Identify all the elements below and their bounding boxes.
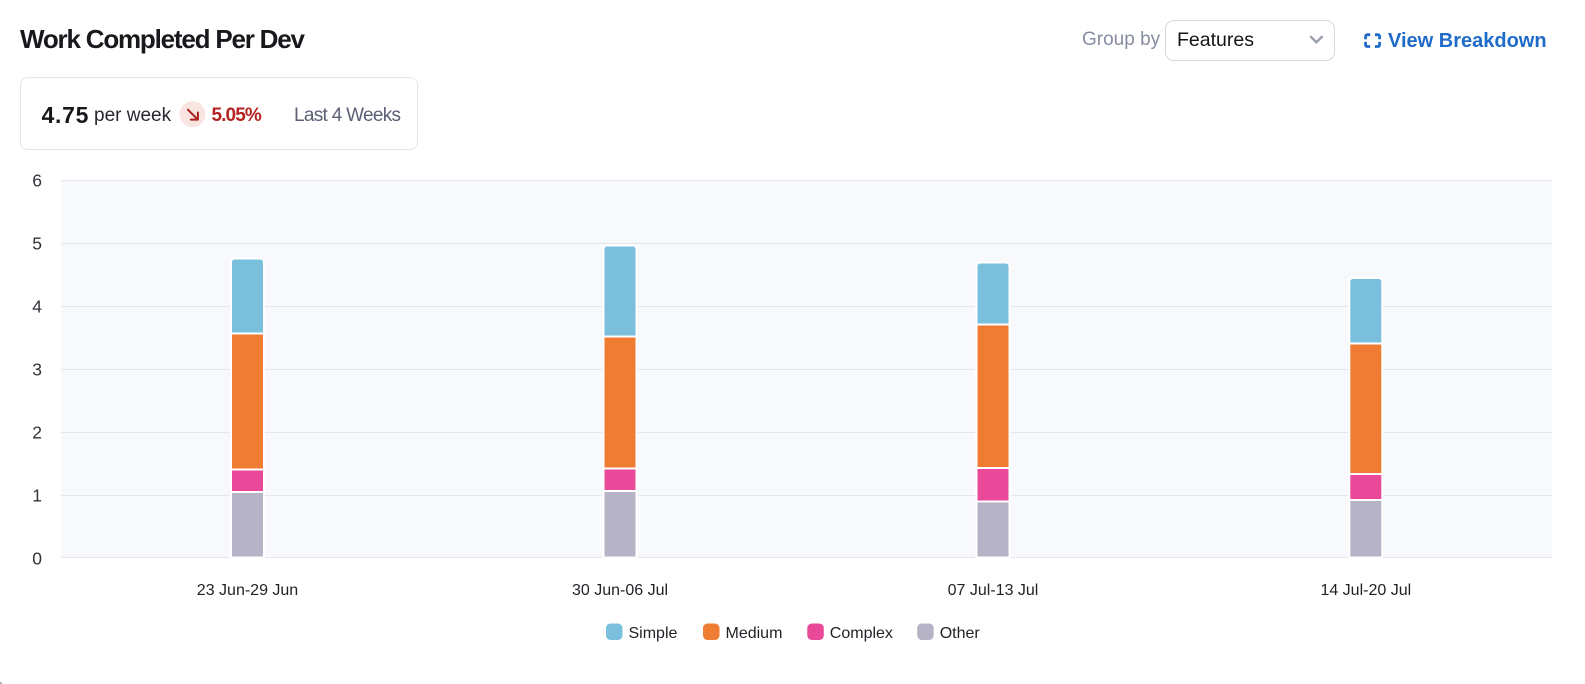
- svg-text:5: 5: [32, 233, 42, 253]
- svg-text:07 Jul-13 Jul: 07 Jul-13 Jul: [948, 582, 1039, 599]
- svg-text:3: 3: [32, 359, 42, 379]
- svg-text:30 Jun-06 Jul: 30 Jun-06 Jul: [572, 582, 668, 599]
- svg-text:Simple: Simple: [629, 625, 678, 642]
- svg-text:23 Jun-29 Jun: 23 Jun-29 Jun: [197, 582, 298, 599]
- svg-text:14 Jul-20 Jul: 14 Jul-20 Jul: [1320, 582, 1411, 599]
- svg-text:0: 0: [32, 548, 42, 568]
- svg-text:Other: Other: [940, 625, 981, 642]
- svg-text:6: 6: [32, 170, 42, 190]
- svg-text:2: 2: [32, 422, 42, 442]
- svg-text:4: 4: [32, 296, 42, 316]
- svg-text:Complex: Complex: [830, 625, 893, 642]
- svg-text:Medium: Medium: [726, 625, 783, 642]
- svg-text:1: 1: [32, 485, 42, 505]
